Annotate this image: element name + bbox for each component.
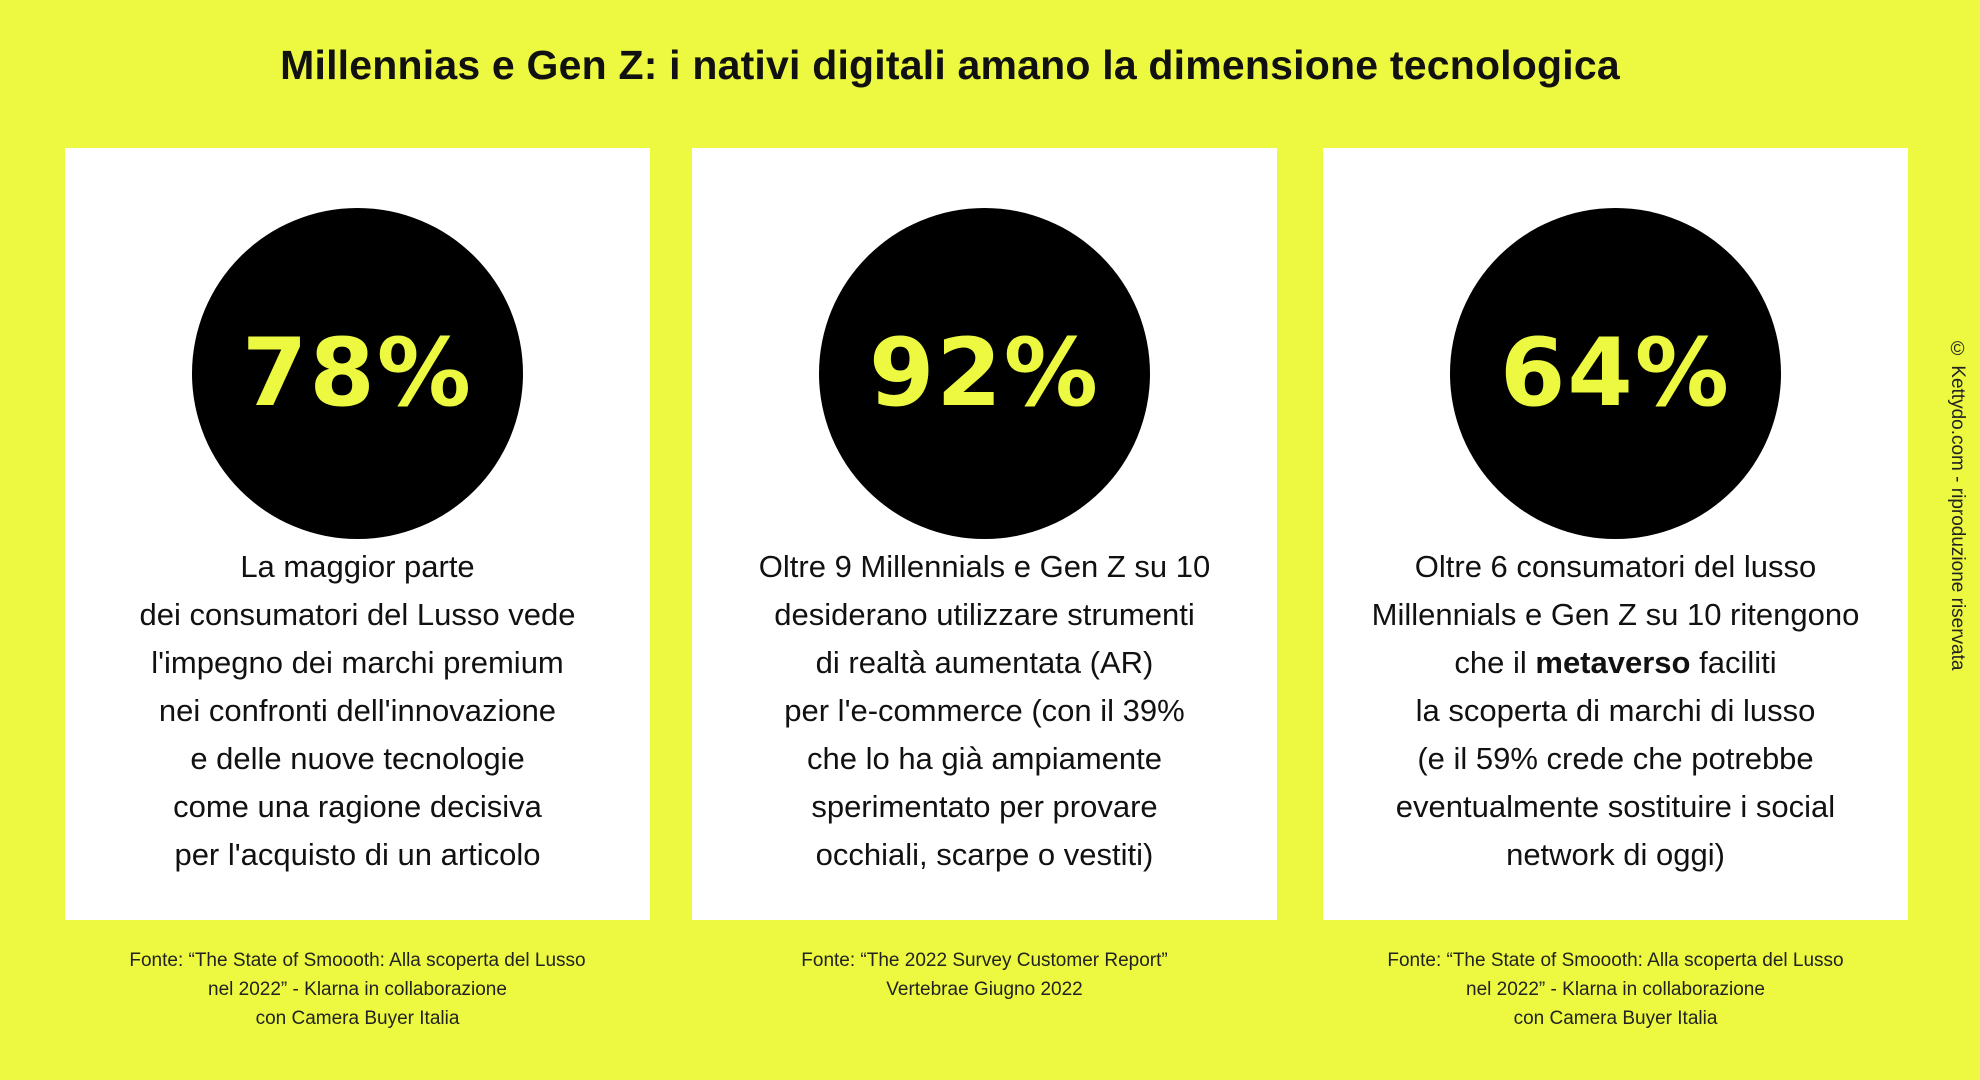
description-line: La maggior parte xyxy=(240,549,475,584)
description-line: sperimentato per provare xyxy=(811,789,1158,824)
description-line: di realtà aumentata (AR) xyxy=(815,645,1154,680)
description-line-metaverso: che il metaverso faciliti xyxy=(1333,639,1898,687)
stat-percentage: 64% xyxy=(1500,319,1731,428)
highlight-metaverso: metaverso xyxy=(1535,645,1691,680)
description-line: network di oggi) xyxy=(1506,837,1725,872)
description-line: desiderano utilizzare strumenti xyxy=(774,597,1195,632)
copyright-notice: © Kettydo.com - riproduzione riservata xyxy=(1947,339,1968,671)
source-note: Fonte: “The State of Smoooth: Alla scope… xyxy=(1323,946,1908,1033)
stat-percentage: 92% xyxy=(869,319,1100,428)
description-line: Oltre 9 Millennials e Gen Z su 10 xyxy=(758,549,1211,584)
page-title: Millennias e Gen Z: i nativi digitali am… xyxy=(280,42,1620,88)
description-line: la scoperta di marchi di lusso xyxy=(1415,693,1816,728)
description-line: per l'e-commerce (con il 39% xyxy=(784,693,1185,728)
source-line: con Camera Buyer Italia xyxy=(255,1008,460,1029)
source-note: Fonte: “The State of Smoooth: Alla scope… xyxy=(65,946,650,1033)
description-line: nei confronti dell'innovazione xyxy=(158,693,557,728)
description-line: per l'acquisto di un articolo xyxy=(174,837,541,872)
source-line: Fonte: “The State of Smoooth: Alla scope… xyxy=(1387,950,1844,971)
source-line: nel 2022” - Klarna in collaborazione xyxy=(208,979,507,1000)
description-line: che lo ha già ampiamente xyxy=(806,741,1162,776)
stat-circle: 92% xyxy=(819,208,1150,539)
description-line: dei consumatori del Lusso vede xyxy=(139,597,576,632)
source-line: nel 2022” - Klarna in collaborazione xyxy=(1466,979,1765,1000)
stat-card-78: 78% La maggior parte dei consumatori del… xyxy=(65,148,650,920)
description-line: (e il 59% crede che potrebbe xyxy=(1417,741,1814,776)
line-text: che il xyxy=(1454,645,1527,680)
description-line: come una ragione decisiva xyxy=(173,789,542,824)
source-line: Vertebrae Giugno 2022 xyxy=(886,979,1083,1000)
description-line: eventualmente sostituire i social xyxy=(1395,789,1836,824)
source-note: Fonte: “The 2022 Survey Customer Report”… xyxy=(692,946,1277,1004)
source-line: Fonte: “The 2022 Survey Customer Report” xyxy=(801,950,1168,971)
stat-circle: 78% xyxy=(192,208,523,539)
stat-card-92: 92% Oltre 9 Millennials e Gen Z su 10 de… xyxy=(692,148,1277,920)
description-line: e delle nuove tecnologie xyxy=(190,741,525,776)
description-line: occhiali, scarpe o vestiti) xyxy=(815,837,1154,872)
stat-description: Oltre 9 Millennials e Gen Z su 10 deside… xyxy=(702,543,1267,879)
stat-percentage: 78% xyxy=(242,319,473,428)
stat-circle: 64% xyxy=(1450,208,1781,539)
stat-description: La maggior parte dei consumatori del Lus… xyxy=(75,543,640,879)
description-line: Oltre 6 consumatori del lusso xyxy=(1414,549,1817,584)
stat-card-64: 64% Oltre 6 consumatori del lusso Millen… xyxy=(1323,148,1908,920)
description-line: Millennials e Gen Z su 10 ritengono xyxy=(1371,597,1860,632)
description-line: l'impegno dei marchi premium xyxy=(151,645,564,680)
line-text: faciliti xyxy=(1699,645,1777,680)
stat-description: Oltre 6 consumatori del lusso Millennial… xyxy=(1333,543,1898,879)
source-line: Fonte: “The State of Smoooth: Alla scope… xyxy=(129,950,586,971)
source-line: con Camera Buyer Italia xyxy=(1513,1008,1718,1029)
